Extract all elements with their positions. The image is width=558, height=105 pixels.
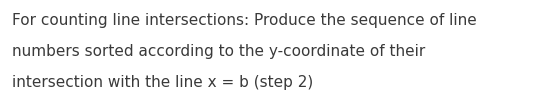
Text: For counting line intersections: Produce the sequence of line: For counting line intersections: Produce… (12, 13, 477, 28)
Text: numbers sorted according to the y-coordinate of their: numbers sorted according to the y-coordi… (12, 44, 426, 59)
Text: intersection with the line x = b (step 2): intersection with the line x = b (step 2… (12, 75, 314, 90)
